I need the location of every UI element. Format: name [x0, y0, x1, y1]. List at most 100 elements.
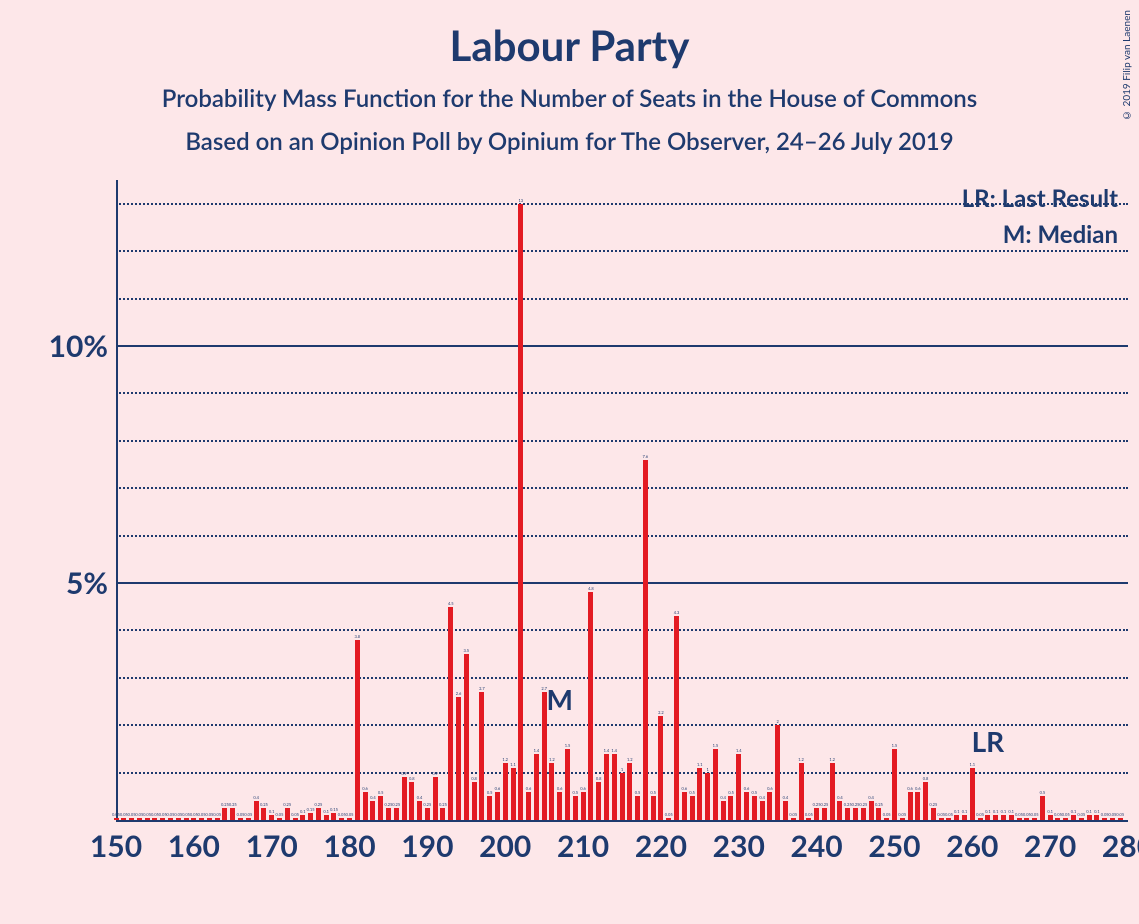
- bar: [293, 818, 298, 820]
- bar-value-label: 0.1: [993, 809, 999, 814]
- bar: [876, 808, 881, 820]
- bar-value-label: 3.8: [355, 634, 361, 639]
- bar: [1118, 818, 1123, 820]
- bar-value-label: 1.5: [892, 743, 898, 748]
- x-tick-label: 160: [168, 828, 220, 864]
- bar: [822, 808, 827, 820]
- bar-value-label: 0.1: [1086, 809, 1092, 814]
- bar-value-label: 0.8: [923, 776, 929, 781]
- bar: [651, 796, 656, 820]
- bar-value-label: 2.2: [658, 710, 664, 715]
- last-result-marker: LR: [972, 724, 1005, 758]
- chart-subtitle-1: Probability Mass Function for the Number…: [0, 84, 1139, 113]
- bar-value-label: 0.6: [681, 786, 687, 791]
- bar-value-label: 0.4: [720, 795, 726, 800]
- bar-value-label: 0.25: [439, 802, 447, 807]
- bar-value-label: 0.25: [392, 802, 400, 807]
- bar-value-label: 4.8: [588, 586, 594, 591]
- bar-value-label: 0.05: [898, 812, 906, 817]
- bar-value-label: 0.4: [868, 795, 874, 800]
- bar-value-label: 0.5: [752, 790, 758, 795]
- bar: [456, 697, 461, 820]
- bar-value-label: 0.1: [300, 809, 306, 814]
- bar: [425, 808, 430, 820]
- bar: [557, 792, 562, 820]
- bar: [1102, 818, 1107, 820]
- bar: [417, 801, 422, 820]
- bar: [487, 796, 492, 820]
- gridline-minor: [116, 487, 1128, 489]
- bar: [588, 592, 593, 820]
- bar: [472, 782, 477, 820]
- bar: [604, 754, 609, 820]
- bar-value-label: 0.05: [190, 812, 198, 817]
- bar-value-label: 0.25: [859, 802, 867, 807]
- x-tick-label: 230: [713, 828, 765, 864]
- bar-value-label: 0.5: [1040, 790, 1046, 795]
- x-tick-label: 260: [946, 828, 998, 864]
- bar-value-label: 0.1: [1094, 809, 1100, 814]
- bar: [791, 818, 796, 820]
- bar-value-label: 0.05: [805, 812, 813, 817]
- bar: [573, 796, 578, 820]
- bar: [853, 808, 858, 820]
- bar-value-label: 0.05: [237, 812, 245, 817]
- bar-value-label: 0.6: [557, 786, 563, 791]
- bar-value-label: 0.05: [159, 812, 167, 817]
- x-tick-label: 180: [323, 828, 375, 864]
- bar-value-label: 0.05: [1116, 812, 1124, 817]
- bar: [378, 796, 383, 820]
- gridline-major: [116, 345, 1128, 347]
- bar-value-label: 0.05: [151, 812, 159, 817]
- chart-title: Labour Party: [0, 0, 1139, 70]
- x-tick-label: 250: [868, 828, 920, 864]
- gridline-major: [116, 582, 1128, 584]
- y-tick-label: 10%: [38, 328, 108, 364]
- bar: [448, 607, 453, 820]
- bar-value-label: 0.05: [276, 812, 284, 817]
- bar: [643, 460, 648, 820]
- x-tick-label: 240: [791, 828, 843, 864]
- bar-value-label: 0.25: [813, 802, 821, 807]
- bar: [1094, 815, 1099, 820]
- bar: [402, 777, 407, 820]
- bar: [152, 818, 157, 820]
- bar: [728, 796, 733, 820]
- legend-m: M: Median: [1003, 220, 1118, 249]
- bar: [799, 763, 804, 820]
- bar-value-label: 0.05: [1062, 812, 1070, 817]
- bar-value-label: 0.6: [767, 786, 773, 791]
- bar: [884, 818, 889, 820]
- bar-value-label: 0.25: [820, 802, 828, 807]
- bar: [620, 773, 625, 820]
- bar-value-label: 0.05: [1101, 812, 1109, 817]
- bar: [121, 818, 126, 820]
- bar: [254, 801, 259, 820]
- bar-value-label: 0.05: [945, 812, 953, 817]
- bar: [581, 792, 586, 820]
- bar: [464, 654, 469, 820]
- bar-value-label: 1.1: [697, 762, 703, 767]
- bar-value-label: 0.25: [852, 802, 860, 807]
- bar: [261, 808, 266, 820]
- bar: [767, 792, 772, 820]
- bar: [222, 808, 227, 820]
- bar: [814, 808, 819, 820]
- x-tick-label: 200: [479, 828, 531, 864]
- bar-value-label: 0.6: [744, 786, 750, 791]
- bar: [565, 749, 570, 820]
- bar: [978, 818, 983, 820]
- bar-value-label: 0.05: [213, 812, 221, 817]
- bar: [246, 818, 251, 820]
- bar: [666, 818, 671, 820]
- bar: [339, 818, 344, 820]
- gridline-minor: [116, 629, 1128, 631]
- bar-value-label: 0.05: [1031, 812, 1039, 817]
- bar-value-label: 0.5: [572, 790, 578, 795]
- bar: [308, 813, 313, 820]
- bar-value-label: 0.05: [244, 812, 252, 817]
- x-tick-label: 170: [246, 828, 298, 864]
- x-tick-label: 280: [1102, 828, 1139, 864]
- bar-value-label: 1.2: [627, 757, 633, 762]
- x-tick-label: 190: [401, 828, 453, 864]
